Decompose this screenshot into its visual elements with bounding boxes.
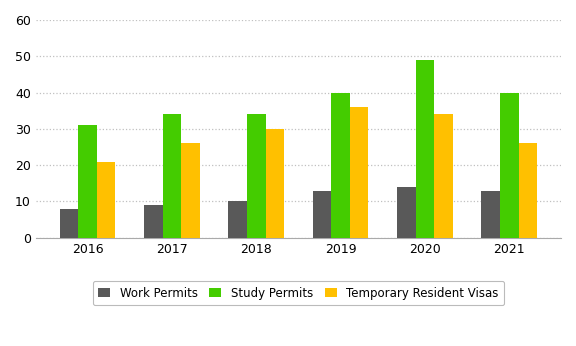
Bar	[229, 201, 247, 238]
Bar	[78, 125, 97, 238]
Bar	[247, 114, 266, 238]
Bar	[331, 93, 350, 238]
Bar	[181, 143, 200, 238]
Bar	[162, 114, 181, 238]
Bar	[434, 114, 453, 238]
Bar	[144, 205, 162, 238]
Bar	[266, 129, 284, 238]
Bar	[518, 143, 537, 238]
Legend: Work Permits, Study Permits, Temporary Resident Visas: Work Permits, Study Permits, Temporary R…	[93, 281, 505, 306]
Bar	[97, 162, 115, 238]
Bar	[313, 191, 331, 238]
Bar	[60, 209, 78, 238]
Bar	[482, 191, 500, 238]
Bar	[416, 60, 434, 238]
Bar	[350, 107, 369, 238]
Bar	[397, 187, 416, 238]
Bar	[500, 93, 518, 238]
